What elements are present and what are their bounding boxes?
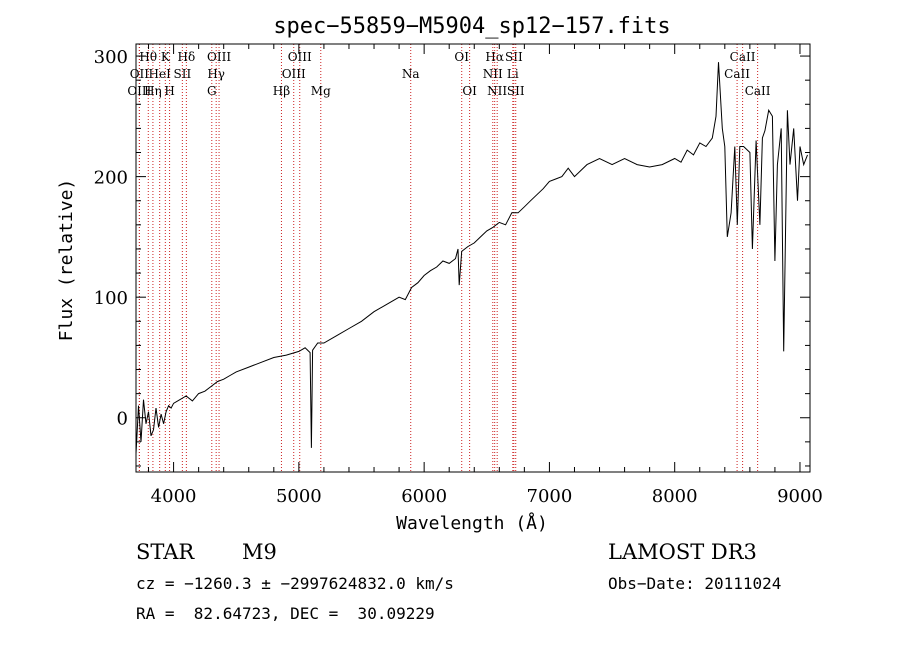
spectral-line-label: SII [174,67,192,81]
spectral-line-label: NII [483,67,503,81]
spectral-line-label: Li [507,67,519,81]
x-tick-label: 8000 [652,486,698,507]
axis-ticks-layer: 4000 5000 6000 7000 8000 9000 0 100 200 300 [94,44,823,507]
x-axis-label: Wavelength (Å) [396,512,548,534]
spectral-line-label: Hγ [207,67,225,81]
x-tick-label: 6000 [401,486,447,507]
spectral-line-label: OIII [127,84,151,98]
ra-dec-coordinates: RA = 82.64723, DEC = 30.09229 [136,604,435,623]
spectral-line-label: K [161,50,171,64]
spectral-line-label: SII [505,50,523,64]
spectral-line-label: Na [402,67,420,81]
spectral-line-label: NII [487,84,507,98]
spectral-line-label: OI [462,84,477,98]
spectrum-curve-layer [135,62,808,454]
spectral-line-label: CaII [730,50,756,64]
x-tick-label: 4000 [151,486,197,507]
redshift-cz: cz = −1260.3 ± −2997624832.0 km/s [136,574,454,593]
y-tick-label: 200 [94,168,128,189]
spectral-line-label: Hη [144,84,162,98]
spectral-line-label: OIII [288,50,312,64]
spectral-line-label: Hα [485,50,504,64]
spectrum-curve [135,62,808,454]
object-subclass: M9 [242,540,277,564]
chart-title: spec−55859−M5904_sp12−157.fits [273,14,670,39]
y-tick-label: 0 [117,409,128,430]
spectral-line-label: CaII [745,84,771,98]
y-tick-label: 100 [94,288,128,309]
x-tick-label: 7000 [527,486,573,507]
plot-frame [135,43,811,473]
spectral-line-label: G [207,84,217,98]
spectral-line-label: Mg [311,84,331,98]
spectral-line-label: CaII [724,67,750,81]
spectral-line-label: HeI [149,67,172,81]
spectral-line-label: OIII [207,50,231,64]
spectral-line-label: Hδ [178,50,196,64]
y-tick-label: 300 [94,47,128,68]
x-tick-label: 5000 [276,486,322,507]
spectral-line-label: OIII [282,67,306,81]
spectral-line-label: SII [507,84,525,98]
survey-name: LAMOST DR3 [608,540,757,564]
spectral-line-label: OI [454,50,469,64]
x-tick-label: 9000 [777,486,823,507]
observation-date: Obs−Date: 20111024 [608,574,782,593]
spectral-line-label: H [164,84,174,98]
spectral-line-label: Hθ [139,50,157,64]
object-class: STAR [136,540,195,564]
spectral-line-label: Hβ [273,84,290,98]
y-axis-label: Flux (relative) [56,179,77,342]
